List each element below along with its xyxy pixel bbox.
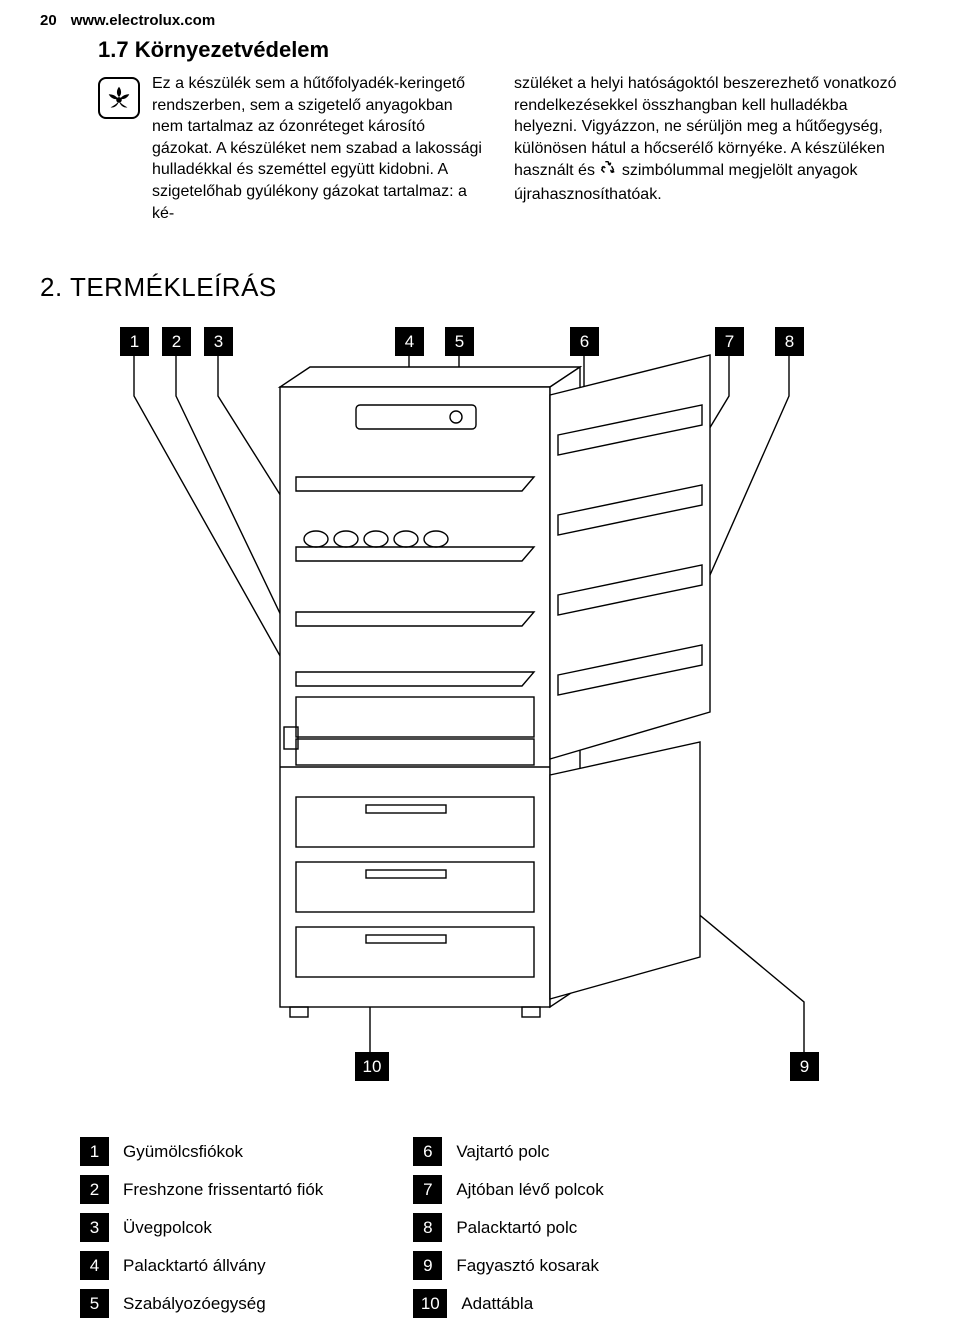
legend-label: Freshzone frissentartó fiók xyxy=(123,1180,323,1200)
callout-number: 8 xyxy=(775,327,804,356)
callout-number: 3 xyxy=(204,327,233,356)
legend-label: Adattábla xyxy=(461,1294,533,1314)
legend-item: 4 Palacktartó állvány xyxy=(80,1251,323,1280)
legend-label: Szabályozóegység xyxy=(123,1294,266,1314)
legend-item: 3 Üvegpolcok xyxy=(80,1213,323,1242)
legend-label: Ajtóban lévő polcok xyxy=(456,1180,603,1200)
diagram-svg xyxy=(50,327,910,1097)
legend-number: 1 xyxy=(80,1137,109,1166)
legend-label: Vajtartó polc xyxy=(456,1142,549,1162)
callout-number: 9 xyxy=(790,1052,819,1081)
legend-item: 8 Palacktartó polc xyxy=(413,1213,603,1242)
legend-item: 5 Szabályozóegység xyxy=(80,1289,323,1318)
callout-number: 2 xyxy=(162,327,191,356)
legend-number: 5 xyxy=(80,1289,109,1318)
section-1-title: 1.7 Környezetvédelem xyxy=(98,37,920,63)
page-number: 20 xyxy=(40,12,57,29)
legend-item: 10 Adattábla xyxy=(413,1289,603,1318)
section-1-body: Ez a készülék sem a hűtőfolyadék-keringe… xyxy=(98,73,920,224)
legend-label: Palacktartó állvány xyxy=(123,1256,266,1276)
legend-left-column: 1 Gyümölcsfiókok 2 Freshzone frissentartó f… xyxy=(80,1137,323,1318)
product-diagram: 123 45 6 7 8 10 9 xyxy=(50,327,910,1097)
callout-number: 1 xyxy=(120,327,149,356)
legend-label: Üvegpolcok xyxy=(123,1218,212,1238)
callout-number: 4 xyxy=(395,327,424,356)
legend-number: 8 xyxy=(413,1213,442,1242)
callout-number: 7 xyxy=(715,327,744,356)
legend-number: 10 xyxy=(413,1289,447,1318)
legend: 1 Gyümölcsfiókok 2 Freshzone frissentartó f… xyxy=(80,1137,920,1318)
legend-right-column: 6 Vajtartó polc 7 Ajtóban lévő polcok 8 Palac… xyxy=(413,1137,603,1318)
legend-item: 7 Ajtóban lévő polcok xyxy=(413,1175,603,1204)
section-2-title: 2. TERMÉKLEÍRÁS xyxy=(40,272,920,303)
legend-number: 9 xyxy=(413,1251,442,1280)
recycle-icon xyxy=(599,159,617,184)
legend-item: 9 Fagyasztó kosarak xyxy=(413,1251,603,1280)
left-column: Ez a készülék sem a hűtőfolyadék-keringe… xyxy=(98,73,488,224)
callout-number: 5 xyxy=(445,327,474,356)
legend-number: 7 xyxy=(413,1175,442,1204)
left-text: Ez a készülék sem a hűtőfolyadék-keringe… xyxy=(152,73,488,224)
right-column: szüléket a helyi hatóságoktól beszerezhe… xyxy=(514,73,904,224)
eco-flower-icon xyxy=(98,77,140,119)
site-url: www.electrolux.com xyxy=(71,12,216,29)
legend-label: Fagyasztó kosarak xyxy=(456,1256,599,1276)
legend-number: 2 xyxy=(80,1175,109,1204)
legend-item: 2 Freshzone frissentartó fiók xyxy=(80,1175,323,1204)
page-header: 20 www.electrolux.com xyxy=(40,12,920,29)
callout-number: 6 xyxy=(570,327,599,356)
legend-label: Gyümölcsfiókok xyxy=(123,1142,243,1162)
legend-item: 1 Gyümölcsfiókok xyxy=(80,1137,323,1166)
callout-number: 10 xyxy=(355,1052,389,1081)
legend-label: Palacktartó polc xyxy=(456,1218,577,1238)
legend-item: 6 Vajtartó polc xyxy=(413,1137,603,1166)
legend-number: 3 xyxy=(80,1213,109,1242)
legend-number: 6 xyxy=(413,1137,442,1166)
legend-number: 4 xyxy=(80,1251,109,1280)
